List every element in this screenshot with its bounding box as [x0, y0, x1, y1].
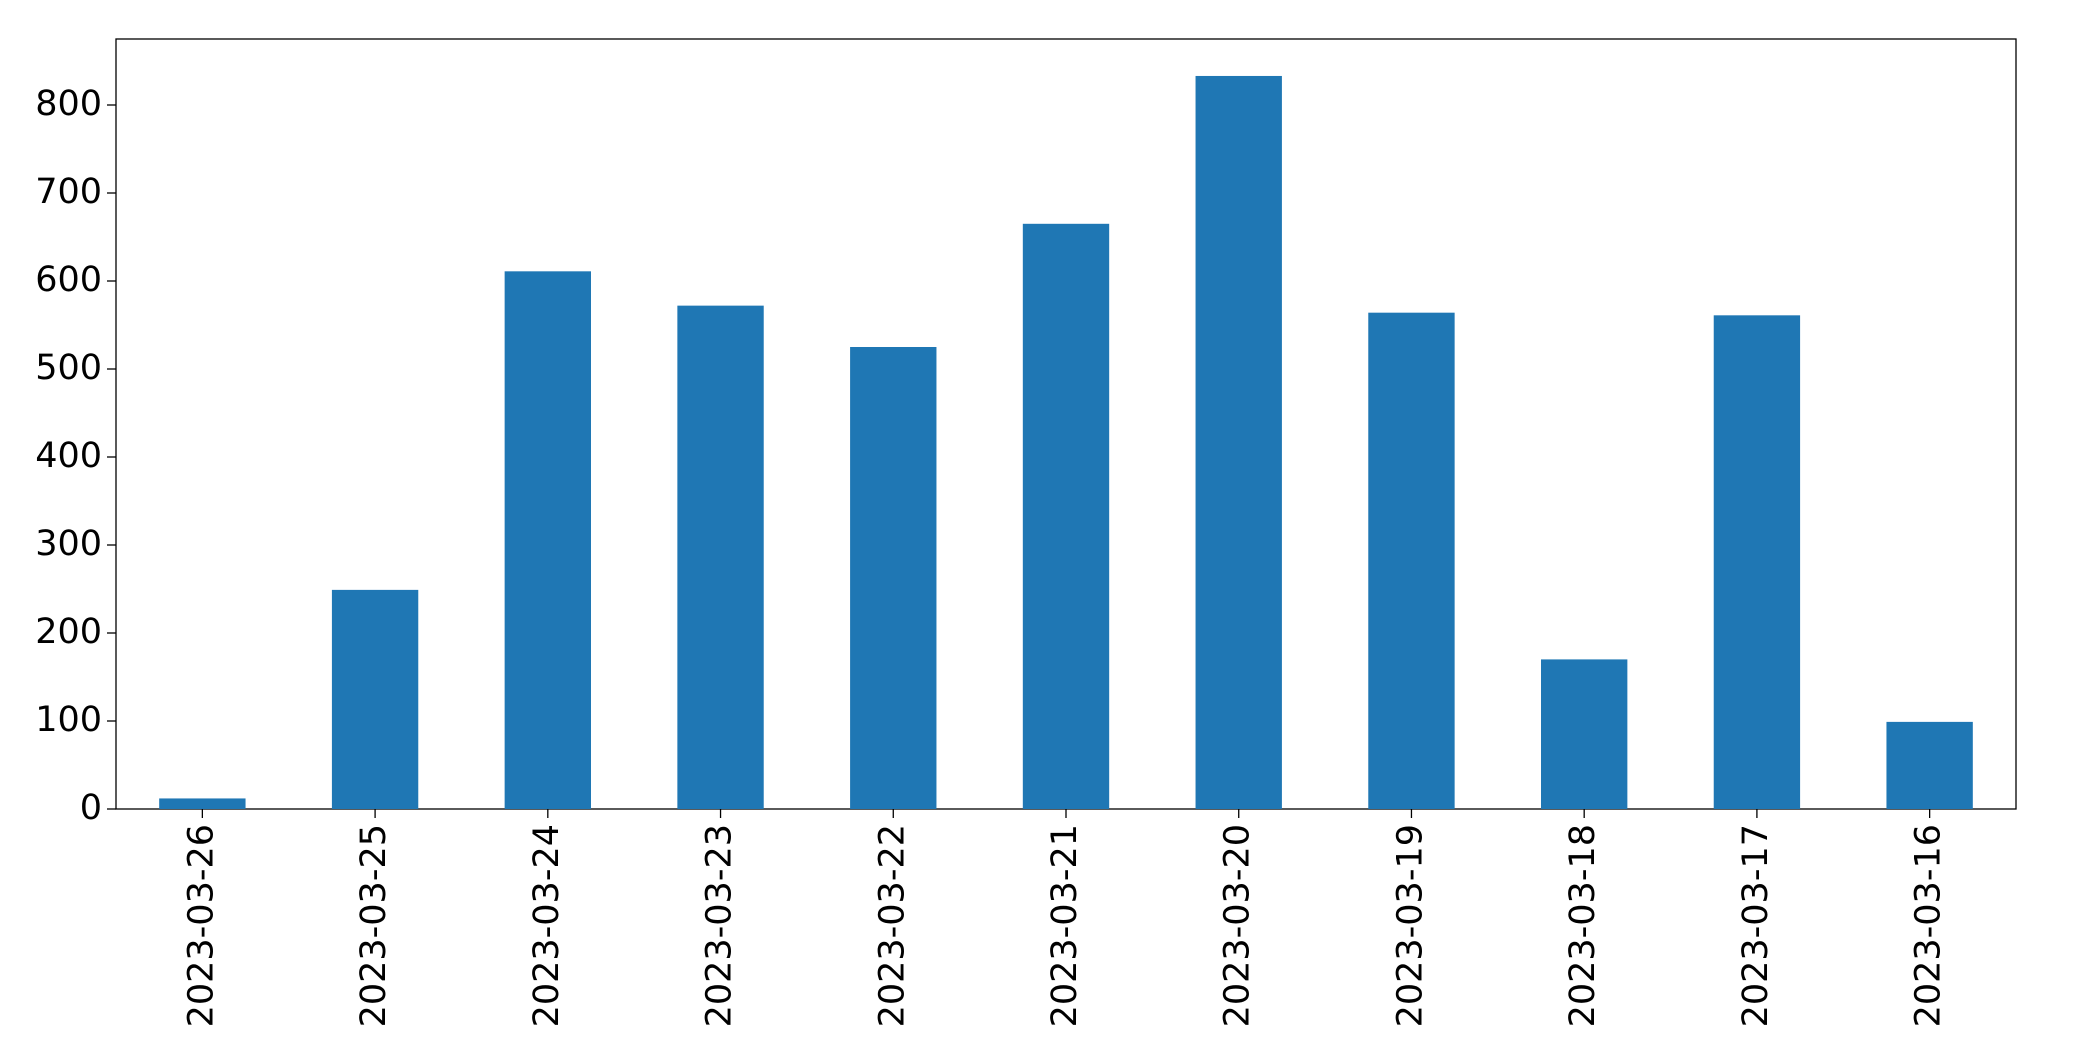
- x-tick-label: 2023-03-17: [1736, 824, 1776, 1027]
- x-tick-label: 2023-03-18: [1563, 824, 1603, 1027]
- y-tick-label: 600: [35, 260, 102, 300]
- bar: [159, 798, 246, 809]
- bar: [331, 589, 419, 809]
- bar: [850, 347, 937, 809]
- x-tick-label: 2023-03-22: [872, 824, 912, 1027]
- x-tick-label: 2023-03-19: [1390, 824, 1430, 1027]
- x-tick-label: 2023-03-23: [700, 824, 740, 1027]
- bar: [1541, 659, 1628, 809]
- bar: [1195, 75, 1282, 809]
- y-tick-label: 300: [35, 524, 102, 564]
- y-tick-label: 700: [35, 172, 102, 212]
- y-tick-label: 100: [35, 700, 102, 740]
- y-tick-label: 200: [35, 612, 102, 652]
- bar: [504, 271, 591, 809]
- x-tick-label: 2023-03-26: [181, 824, 221, 1027]
- x-tick-label: 2023-03-25: [354, 824, 394, 1027]
- y-tick-label: 0: [80, 788, 102, 828]
- bar: [1022, 223, 1110, 810]
- x-tick-label: 2023-03-20: [1218, 824, 1258, 1027]
- y-tick-label: 800: [35, 84, 102, 124]
- x-tick-label: 2023-03-21: [1045, 824, 1085, 1027]
- y-tick-label: 400: [35, 436, 102, 476]
- x-tick-label: 2023-03-24: [527, 824, 567, 1027]
- bar: [1886, 721, 1973, 809]
- x-tick-label: 2023-03-16: [1909, 824, 1949, 1027]
- bar: [677, 305, 764, 809]
- y-tick-label: 500: [35, 348, 102, 388]
- bar: [1368, 312, 1455, 809]
- bar: [1713, 315, 1801, 809]
